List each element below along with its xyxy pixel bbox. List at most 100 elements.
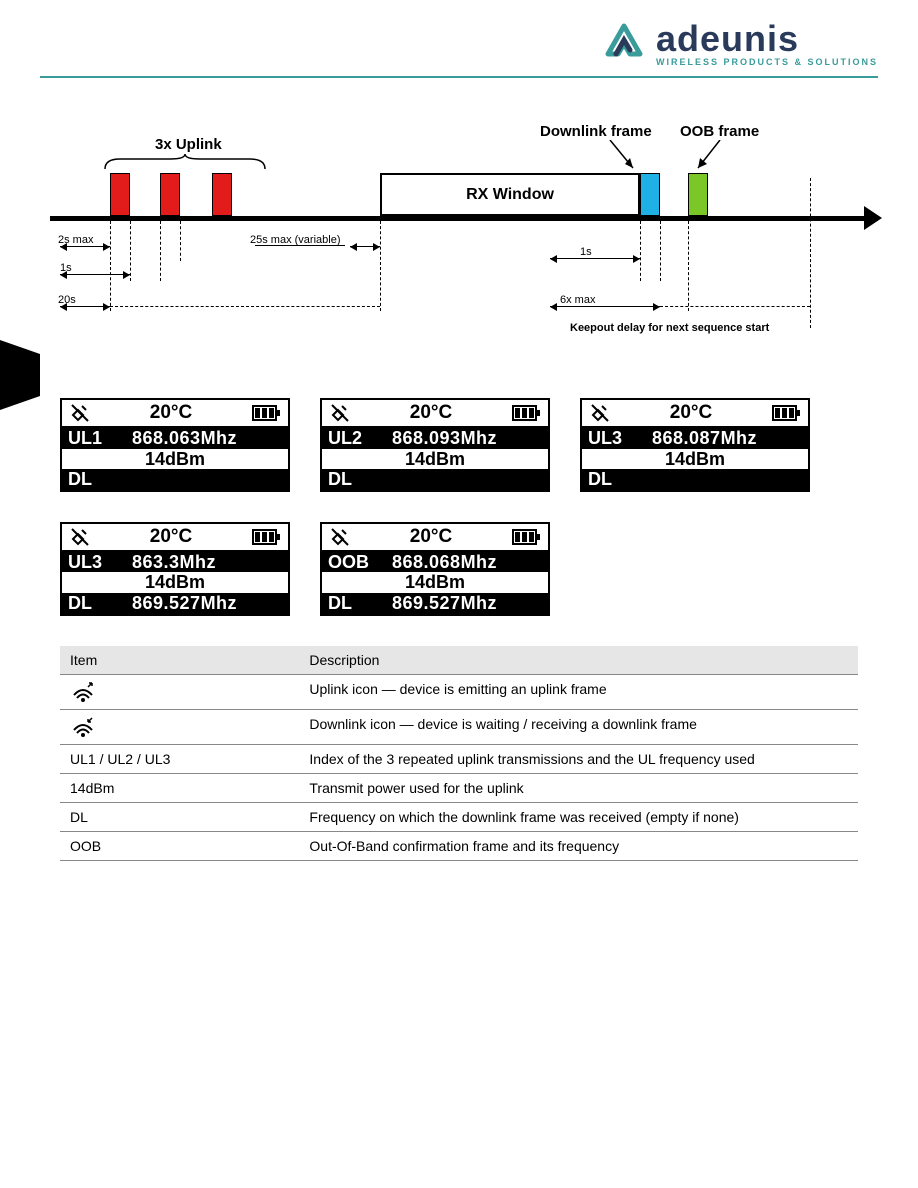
dash-v-1 (110, 221, 111, 311)
col-item: Item (60, 646, 299, 675)
uplink-block-3 (212, 173, 232, 216)
wifi-down-icon (70, 716, 96, 738)
ul-freq: 868.093Mhz (392, 428, 497, 449)
meas-25s-under (255, 245, 345, 246)
meas-r1s (550, 258, 640, 259)
dl-freq: 869.527Mhz (392, 593, 497, 614)
meas-6x-ext (660, 306, 810, 307)
table-header-row: Item Description (60, 646, 858, 675)
row-desc: Uplink icon — device is emitting an upli… (299, 674, 858, 709)
dl-label: DL (68, 593, 118, 614)
lcd-screen-5: 20°C OOB868.068Mhz 14dBm DL869.527Mhz (320, 522, 550, 616)
lcd-temp: 20°C (410, 402, 452, 424)
timeline (50, 216, 878, 221)
row-desc: Frequency on which the downlink frame wa… (299, 802, 858, 831)
header-divider (40, 76, 878, 78)
dl-label: DL (68, 469, 118, 490)
label-oob: OOB frame (680, 123, 759, 140)
dl-label: DL (328, 593, 378, 614)
wifi-up-icon (70, 681, 96, 703)
battery-icon (512, 529, 540, 545)
oob-pointer-icon (690, 140, 730, 175)
oob-block (688, 173, 708, 216)
ul-power: 14dBm (62, 572, 288, 593)
rx-window-label: RX Window (466, 186, 554, 204)
dash-v-7 (660, 221, 661, 281)
lcd-screen-2: 20°C UL2 868.093Mhz 14dBm DL (320, 398, 550, 492)
row-item: 14dBm (60, 773, 299, 802)
ul-freq: 868.063Mhz (132, 428, 237, 449)
gps-off-icon (70, 527, 90, 547)
brand-tagline: WIRELESS PRODUCTS & SOLUTIONS (656, 57, 878, 67)
uplink-brace (100, 154, 270, 174)
lcd-temp: 20°C (150, 526, 192, 548)
brand-name: adeunis (656, 21, 799, 57)
ul-power: 14dBm (322, 449, 548, 470)
page-header: adeunis WIRELESS PRODUCTS & SOLUTIONS (0, 0, 918, 68)
lcd-temp: 20°C (150, 402, 192, 424)
dash-v-5 (380, 221, 381, 311)
lcd-row-2: 20°C UL3 863.3Mhz 14dBm DL 869.527Mhz 20°C… (60, 522, 858, 616)
dl-label: DL (588, 469, 638, 490)
gps-off-icon (330, 527, 350, 547)
ul-power: 14dBm (62, 449, 288, 470)
ul-power: 14dBm (582, 449, 808, 470)
gps-off-icon (590, 403, 610, 423)
row-desc: Index of the 3 repeated uplink transmiss… (299, 744, 858, 773)
table-row: UL1 / UL2 / UL3 Index of the 3 repeated … (60, 744, 858, 773)
meas-2smax-label: 2s max (58, 234, 93, 246)
table-row: DL Frequency on which the downlink frame… (60, 802, 858, 831)
meas-2smax (60, 246, 110, 247)
battery-icon (252, 405, 280, 421)
definitions-table: Item Description Uplink icon — device is… (60, 646, 858, 861)
row-item: DL (60, 802, 299, 831)
lcd-temp: 20°C (410, 526, 452, 548)
row-desc: Out-Of-Band confirmation frame and its f… (299, 831, 858, 860)
ul-label: OOB (328, 552, 378, 573)
dash-v-9 (810, 178, 811, 328)
timeline-arrow-icon (864, 206, 882, 230)
meas-1s-label: 1s (60, 262, 72, 274)
rx-window: RX Window (380, 173, 640, 216)
downlink-block (640, 173, 660, 216)
ul-power: 14dBm (322, 572, 548, 593)
uplink-block-2 (160, 173, 180, 216)
dash-v-3 (160, 221, 161, 281)
downlink-pointer-icon (605, 140, 645, 175)
gps-off-icon (330, 403, 350, 423)
timing-diagram: 3x Uplink Downlink frame OOB frame RX Wi… (40, 118, 878, 378)
dash-v-8 (688, 221, 689, 311)
ul-freq: 863.3Mhz (132, 552, 216, 573)
meas-20s-l (60, 306, 110, 307)
keepout-label: Keepout delay for next sequence start (570, 322, 769, 334)
gps-off-icon (70, 403, 90, 423)
table-row: Downlink icon — device is waiting / rece… (60, 709, 858, 744)
dl-freq: 869.527Mhz (132, 593, 237, 614)
lcd-screen-4: 20°C UL3 863.3Mhz 14dBm DL 869.527Mhz (60, 522, 290, 616)
lcd-screen-3: 20°C UL3868.087Mhz 14dBm DL (580, 398, 810, 492)
lcd-row-1: 20°C UL1 868.063Mhz 14dBm DL 20°C UL2 868.… (60, 398, 858, 492)
meas-r1s-label: 1s (580, 246, 592, 258)
battery-icon (512, 405, 540, 421)
lcd-screen-1: 20°C UL1 868.063Mhz 14dBm DL (60, 398, 290, 492)
table-row: OOB Out-Of-Band confirmation frame and i… (60, 831, 858, 860)
dash-v-6 (640, 221, 641, 281)
label-uplink: 3x Uplink (155, 136, 222, 153)
meas-6x (550, 306, 660, 307)
label-downlink: Downlink frame (540, 123, 652, 140)
ul-label: UL2 (328, 428, 378, 449)
side-tab (0, 340, 40, 410)
row-item: UL1 / UL2 / UL3 (60, 744, 299, 773)
col-desc: Description (299, 646, 858, 675)
row-desc: Transmit power used for the uplink (299, 773, 858, 802)
uplink-block-1 (110, 173, 130, 216)
ul-label: UL1 (68, 428, 118, 449)
ul-freq: 868.087Mhz (652, 428, 757, 449)
meas-1s (60, 274, 130, 275)
dl-label: DL (328, 469, 378, 490)
definitions-table-wrap: Item Description Uplink icon — device is… (60, 646, 858, 861)
ul-label: UL3 (588, 428, 638, 449)
brand-mark-icon (600, 20, 648, 68)
ul-label: UL3 (68, 552, 118, 573)
table-row: Uplink icon — device is emitting an upli… (60, 674, 858, 709)
